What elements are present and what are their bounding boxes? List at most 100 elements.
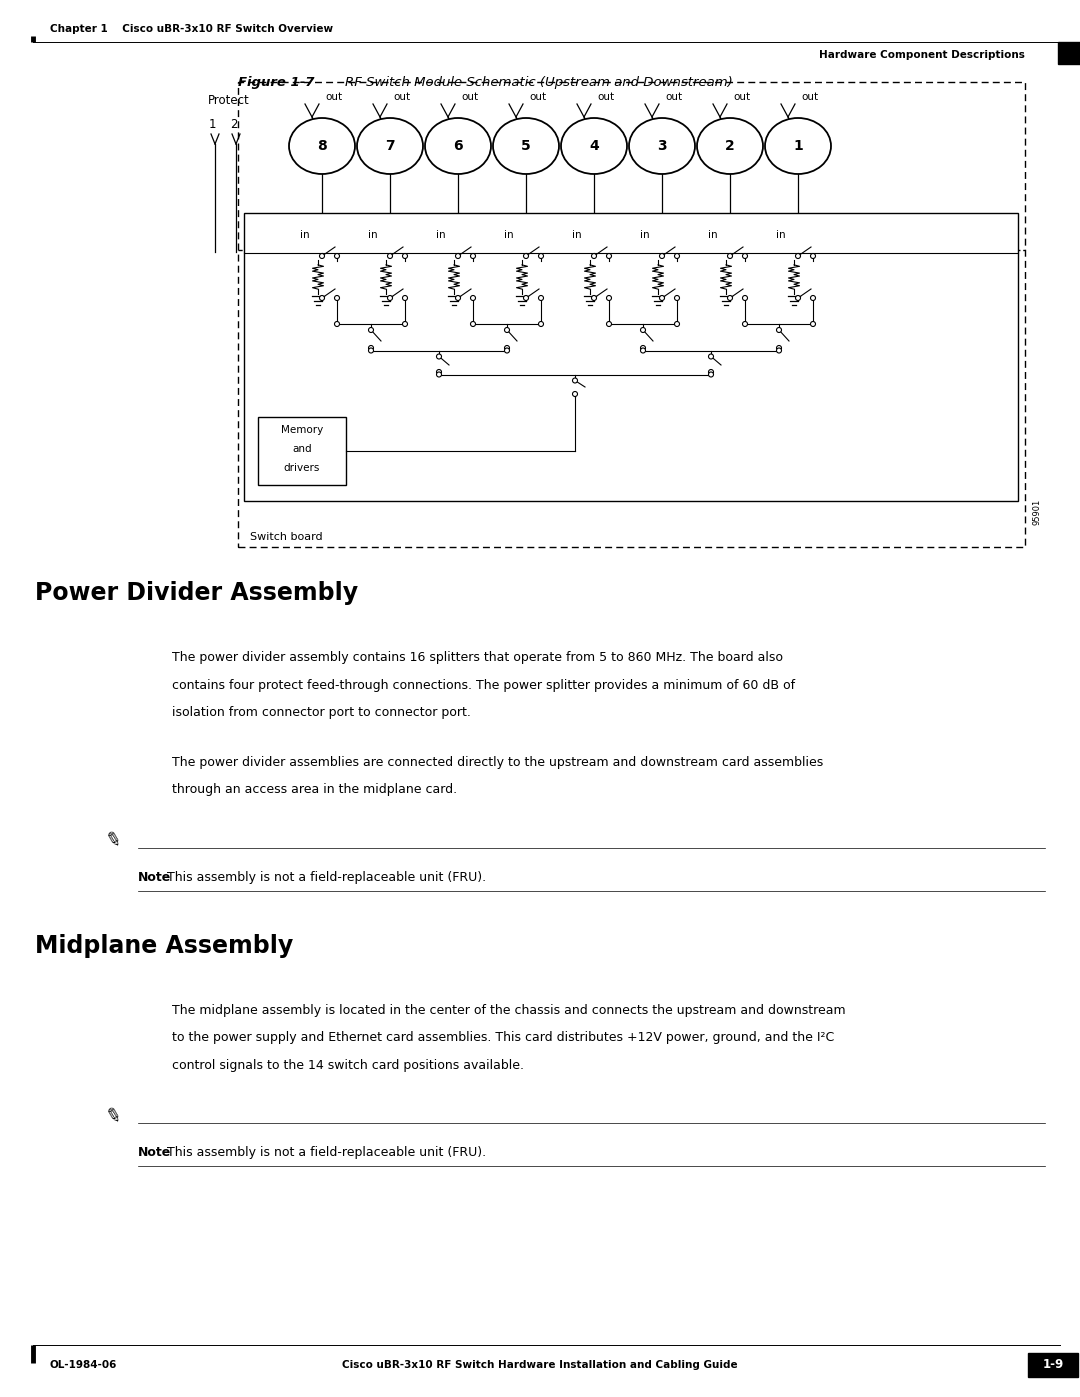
Circle shape xyxy=(403,253,407,258)
Text: ✎: ✎ xyxy=(102,1106,122,1129)
Text: 3: 3 xyxy=(658,138,666,154)
Circle shape xyxy=(640,327,646,332)
Circle shape xyxy=(320,296,324,300)
Text: in: in xyxy=(504,231,514,240)
Text: Chapter 1    Cisco uBR-3x10 RF Switch Overview: Chapter 1 Cisco uBR-3x10 RF Switch Overv… xyxy=(50,24,333,34)
Text: The power divider assembly contains 16 splitters that operate from 5 to 860 MHz.: The power divider assembly contains 16 s… xyxy=(172,651,783,664)
Bar xyxy=(258,416,346,485)
Circle shape xyxy=(572,379,578,383)
Circle shape xyxy=(504,327,510,332)
Circle shape xyxy=(607,321,611,327)
Circle shape xyxy=(708,353,714,359)
Circle shape xyxy=(796,253,800,258)
Circle shape xyxy=(403,321,407,327)
Circle shape xyxy=(777,345,782,351)
Text: isolation from connector port to connector port.: isolation from connector port to connect… xyxy=(172,705,471,719)
Circle shape xyxy=(471,253,475,258)
Circle shape xyxy=(388,296,392,300)
Circle shape xyxy=(572,391,578,397)
Text: 4: 4 xyxy=(589,138,599,154)
Circle shape xyxy=(368,345,374,351)
Text: This assembly is not a field-replaceable unit (FRU).: This assembly is not a field-replaceable… xyxy=(167,1146,486,1160)
Text: Note: Note xyxy=(138,870,172,883)
Text: 5: 5 xyxy=(522,138,531,154)
Text: 95901: 95901 xyxy=(1032,499,1041,525)
Ellipse shape xyxy=(697,117,762,175)
Text: Cisco uBR-3x10 RF Switch Hardware Installation and Cabling Guide: Cisco uBR-3x10 RF Switch Hardware Instal… xyxy=(342,1361,738,1370)
Text: 7: 7 xyxy=(386,138,395,154)
Ellipse shape xyxy=(426,117,491,175)
Ellipse shape xyxy=(629,117,696,175)
Circle shape xyxy=(471,321,475,327)
Circle shape xyxy=(592,253,596,258)
Text: Switch board: Switch board xyxy=(249,532,323,542)
Circle shape xyxy=(675,321,679,327)
Text: in: in xyxy=(708,231,717,240)
Circle shape xyxy=(471,296,475,300)
Circle shape xyxy=(335,321,339,327)
Circle shape xyxy=(539,253,543,258)
Text: ✎: ✎ xyxy=(102,830,122,854)
Text: out: out xyxy=(325,92,342,102)
Circle shape xyxy=(675,296,679,300)
Text: 1-9: 1-9 xyxy=(1042,1358,1064,1372)
Text: in: in xyxy=(640,231,650,240)
Circle shape xyxy=(640,345,646,351)
Circle shape xyxy=(436,372,442,377)
Circle shape xyxy=(368,327,374,332)
Circle shape xyxy=(777,348,782,353)
Circle shape xyxy=(335,253,339,258)
Circle shape xyxy=(675,253,679,258)
Text: drivers: drivers xyxy=(284,462,320,474)
Text: out: out xyxy=(733,92,751,102)
Circle shape xyxy=(368,348,374,353)
Bar xyxy=(244,212,1018,502)
Circle shape xyxy=(504,348,510,353)
Text: Note: Note xyxy=(138,1146,172,1160)
Text: control signals to the 14 switch card positions available.: control signals to the 14 switch card po… xyxy=(172,1059,524,1071)
Circle shape xyxy=(607,296,611,300)
Text: 2: 2 xyxy=(230,117,238,130)
Text: contains four protect feed-through connections. The power splitter provides a mi: contains four protect feed-through conne… xyxy=(172,679,795,692)
Text: through an access area in the midplane card.: through an access area in the midplane c… xyxy=(172,782,457,796)
Text: RF Switch Module Schematic (Upstream and Downstream): RF Switch Module Schematic (Upstream and… xyxy=(345,75,732,88)
Circle shape xyxy=(335,296,339,300)
Circle shape xyxy=(320,253,324,258)
Circle shape xyxy=(592,296,596,300)
Ellipse shape xyxy=(357,117,423,175)
Text: in: in xyxy=(300,231,310,240)
Bar xyxy=(238,82,1025,548)
Text: Protect: Protect xyxy=(208,94,249,106)
Ellipse shape xyxy=(289,117,355,175)
Circle shape xyxy=(708,372,714,377)
Text: in: in xyxy=(572,231,582,240)
Text: in: in xyxy=(436,231,446,240)
Circle shape xyxy=(777,327,782,332)
Circle shape xyxy=(539,321,543,327)
Circle shape xyxy=(607,253,611,258)
Text: in: in xyxy=(368,231,378,240)
Circle shape xyxy=(810,253,815,258)
Circle shape xyxy=(456,296,460,300)
Ellipse shape xyxy=(492,117,559,175)
Ellipse shape xyxy=(561,117,627,175)
Circle shape xyxy=(708,369,714,374)
Circle shape xyxy=(504,345,510,351)
Circle shape xyxy=(524,296,528,300)
Text: out: out xyxy=(801,92,819,102)
Text: 2: 2 xyxy=(725,138,734,154)
Text: and: and xyxy=(293,444,312,454)
Text: in: in xyxy=(777,231,785,240)
Text: 1: 1 xyxy=(210,117,216,130)
Text: 6: 6 xyxy=(454,138,463,154)
Text: to the power supply and Ethernet card assemblies. This card distributes +12V pow: to the power supply and Ethernet card as… xyxy=(172,1031,834,1044)
Circle shape xyxy=(743,253,747,258)
Text: 8: 8 xyxy=(318,138,327,154)
Text: This assembly is not a field-replaceable unit (FRU).: This assembly is not a field-replaceable… xyxy=(167,870,486,883)
Text: Midplane Assembly: Midplane Assembly xyxy=(35,933,294,957)
Text: 1: 1 xyxy=(793,138,802,154)
Circle shape xyxy=(796,296,800,300)
Text: Figure 1-7: Figure 1-7 xyxy=(238,75,314,88)
Text: The power divider assemblies are connected directly to the upstream and downstre: The power divider assemblies are connect… xyxy=(172,756,823,768)
Text: out: out xyxy=(393,92,410,102)
